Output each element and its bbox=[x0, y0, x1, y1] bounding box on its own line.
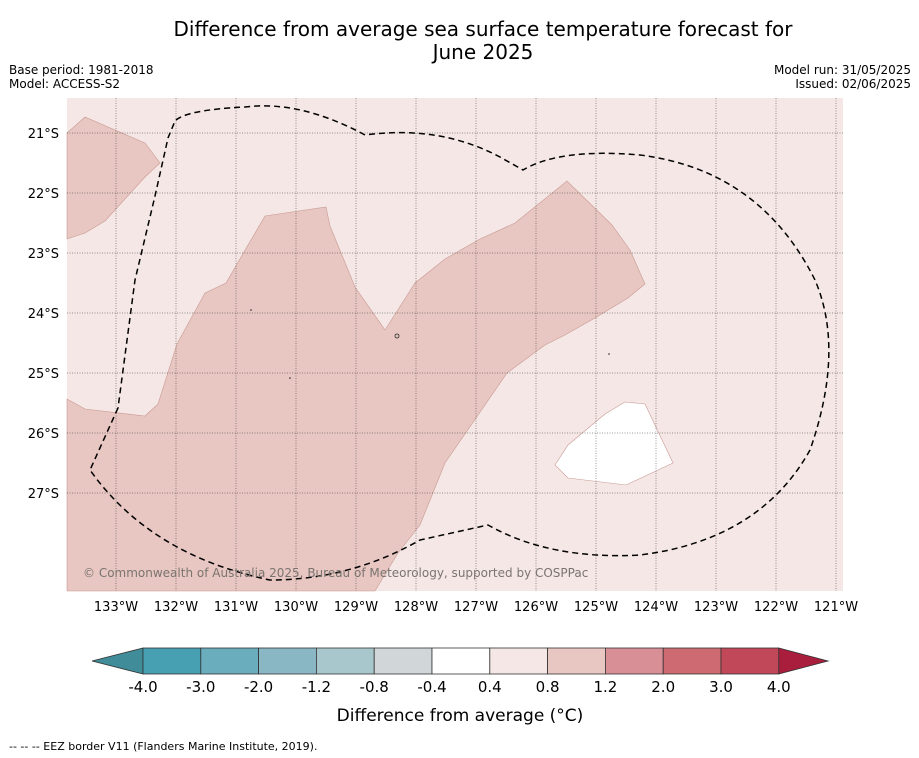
anomaly-region-north bbox=[66, 116, 161, 240]
colorbar-tick-label: -0.4 bbox=[417, 678, 446, 696]
near-average-region bbox=[554, 401, 674, 486]
issued-date: Issued: 02/06/2025 bbox=[795, 77, 911, 91]
colorbar-segment bbox=[373, 647, 433, 675]
colorbar-extend-low bbox=[91, 647, 144, 675]
colorbar-tick-label: -1.2 bbox=[302, 678, 331, 696]
colorbar-segment bbox=[142, 647, 202, 675]
latitude-label: 22°S bbox=[28, 187, 59, 202]
colorbar-segment bbox=[200, 647, 260, 675]
colorbar-title: Difference from average (°C) bbox=[337, 706, 584, 726]
island-marker bbox=[394, 333, 400, 339]
colorbar-tick-label: -4.0 bbox=[128, 678, 157, 696]
island-marker bbox=[608, 353, 610, 355]
colorbar-segment bbox=[662, 647, 722, 675]
colorbar-tick-label: 0.4 bbox=[478, 678, 502, 696]
colorbar-tick-label: -2.0 bbox=[244, 678, 273, 696]
longitude-labels: 133°W 132°W 131°W 130°W 129°W 128°W 127°W 126°W… bbox=[94, 600, 858, 615]
longitude-label: 130°W bbox=[274, 600, 318, 615]
eez-footnote: -- -- -- EEZ border V11 (Flanders Marine… bbox=[9, 740, 318, 753]
longitude-label: 127°W bbox=[454, 600, 498, 615]
map-title: Difference from average sea surface temp… bbox=[0, 18, 919, 64]
latitude-label: 24°S bbox=[28, 307, 59, 322]
latitude-labels: 21°S 22°S 23°S 24°S 25°S 26°S 27°S bbox=[28, 127, 59, 502]
latitude-label: 23°S bbox=[28, 247, 59, 262]
longitude-label: 122°W bbox=[754, 600, 798, 615]
longitude-label: 128°W bbox=[394, 600, 438, 615]
graticule bbox=[67, 98, 843, 591]
latitude-label: 25°S bbox=[28, 367, 59, 382]
meta-left: Base period: 1981-2018 Model: ACCESS-S2 bbox=[9, 63, 154, 91]
colorbar-tick-label: 2.0 bbox=[651, 678, 675, 696]
colorbar-segment bbox=[431, 647, 491, 675]
longitude-label: 126°W bbox=[514, 600, 558, 615]
title-line-1: Difference from average sea surface temp… bbox=[173, 17, 793, 41]
meta-right: Model run: 31/05/2025 Issued: 02/06/2025 bbox=[774, 63, 911, 91]
longitude-label: 124°W bbox=[634, 600, 678, 615]
colorbar: -4.0 -3.0 -2.0 -1.2 -0.8 -0.4 0.4 0.8 1.2 2.0 3.0 4… bbox=[91, 647, 830, 696]
title-line-2: June 2025 bbox=[432, 40, 534, 64]
model-name: Model: ACCESS-S2 bbox=[9, 77, 121, 91]
colorbar-segment bbox=[605, 647, 664, 675]
colorbar-segment bbox=[489, 647, 548, 675]
colorbar-tick-label: 1.2 bbox=[593, 678, 617, 696]
longitude-label: 129°W bbox=[334, 600, 378, 615]
colorbar-tick-label: 0.8 bbox=[536, 678, 560, 696]
island-marker bbox=[250, 309, 252, 311]
model-run: Model run: 31/05/2025 bbox=[773, 63, 911, 77]
colorbar-segment bbox=[547, 647, 606, 675]
colorbar-tick-label: -3.0 bbox=[186, 678, 215, 696]
latitude-label: 21°S bbox=[28, 127, 59, 142]
latitude-label: 27°S bbox=[28, 487, 59, 502]
longitude-label: 123°W bbox=[694, 600, 738, 615]
longitude-label: 132°W bbox=[154, 600, 198, 615]
copyright-notice: © Commonwealth of Australia 2025, Bureau… bbox=[83, 566, 588, 580]
colorbar-segment bbox=[258, 647, 317, 675]
colorbar-tick-label: 4.0 bbox=[767, 678, 791, 696]
base-period: Base period: 1981-2018 bbox=[9, 63, 154, 77]
longitude-label: 125°W bbox=[574, 600, 618, 615]
longitude-label: 131°W bbox=[214, 600, 258, 615]
colorbar-tick-label: 3.0 bbox=[709, 678, 733, 696]
colorbar-segment bbox=[720, 647, 780, 675]
latitude-label: 26°S bbox=[28, 427, 59, 442]
longitude-label: 133°W bbox=[94, 600, 138, 615]
island-marker bbox=[289, 377, 291, 379]
colorbar-segment bbox=[315, 647, 375, 675]
colorbar-tick-label: -0.8 bbox=[360, 678, 389, 696]
eez-border bbox=[89, 105, 830, 581]
longitude-label: 121°W bbox=[814, 600, 858, 615]
colorbar-extend-high bbox=[778, 647, 830, 675]
